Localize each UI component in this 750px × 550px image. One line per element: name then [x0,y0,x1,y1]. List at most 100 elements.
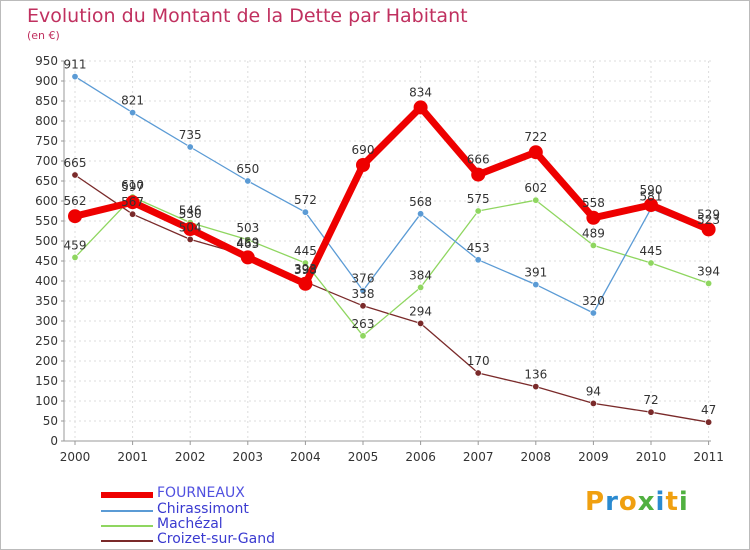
data-label: 391 [524,266,547,280]
data-label: 581 [640,190,663,204]
data-label: 445 [640,244,663,258]
series-line-croizet-sur-gand [74,174,709,423]
data-point [244,177,252,185]
data-point [647,408,655,416]
data-label: 568 [409,195,432,209]
y-tick-label: 750 [35,134,58,148]
data-label: 398 [294,263,317,277]
data-point [701,222,716,237]
data-label: 562 [64,194,87,208]
legend-swatch [101,525,153,527]
logo-letter: P [585,487,606,517]
y-tick-label: 450 [35,254,58,268]
data-label: 529 [697,207,720,221]
logo-letter: r [605,487,619,517]
plot-area [64,61,711,441]
data-label: 572 [294,193,317,207]
x-tick-label: 2000 [60,450,91,464]
data-point [71,171,79,179]
data-label: 722 [524,130,547,144]
data-label: 735 [179,128,202,142]
data-point [301,208,309,216]
logo-letter: i [655,487,666,517]
data-point [705,279,713,287]
data-point [298,276,313,291]
data-label: 376 [352,272,375,286]
data-point [71,73,79,81]
data-label: 320 [582,294,605,308]
series-lines [68,73,716,426]
x-tick-label: 2011 [693,450,724,464]
data-label: 666 [467,153,490,167]
data-point [589,399,597,407]
data-label: 170 [467,354,490,368]
data-point [471,167,486,182]
legend-label: Croizet-sur-Gand [157,531,275,547]
data-point [586,210,601,225]
logo-letter: o [618,487,638,517]
y-tick-label: 300 [35,314,58,328]
data-label: 459 [64,238,87,252]
data-label: 575 [467,192,490,206]
data-point [301,259,309,267]
data-point [532,196,540,204]
y-tick-label: 650 [35,174,58,188]
data-point [186,143,194,151]
data-label: 650 [236,162,259,176]
y-tick-label: 250 [35,334,58,348]
y-tick-label: 950 [35,54,58,68]
data-point [413,100,428,115]
data-label: 610 [121,178,144,192]
data-label: 665 [64,156,87,170]
data-label: 504 [179,220,202,234]
data-label: 821 [121,94,144,108]
y-tick-label: 50 [43,414,58,428]
data-point [532,281,540,289]
data-label: 567 [121,195,144,209]
y-tick-label: 600 [35,194,58,208]
data-label: 445 [294,244,317,258]
data-label: 136 [524,368,547,382]
data-labels: 6655675044633983382941701369472474596105… [64,58,721,418]
data-point [417,319,425,327]
data-label: 453 [467,241,490,255]
data-label: 294 [409,304,432,318]
x-tick-label: 2007 [463,450,494,464]
y-tick-label: 500 [35,234,58,248]
data-label: 503 [236,221,259,235]
data-label: 394 [697,264,720,278]
logo-letter: x [637,487,656,517]
chart-subtitle: (en €) [27,29,60,42]
data-point [417,210,425,218]
data-point [183,222,198,236]
legend-swatch [101,492,153,498]
x-tick-label: 2003 [233,450,264,464]
series-line-fourneaux [74,103,710,288]
data-label: 489 [582,226,605,240]
data-label: 558 [582,196,605,210]
data-point [359,332,367,340]
data-point [125,195,140,210]
y-tick-label: 350 [35,294,58,308]
data-point [589,309,597,317]
x-tick-label: 2009 [578,450,609,464]
y-tick-label: 800 [35,114,58,128]
data-label: 523 [697,213,720,227]
data-label: 530 [179,207,202,221]
legend-label: Machézal [157,516,223,532]
y-tick-label: 400 [35,274,58,288]
x-tick-label: 2006 [405,450,436,464]
logo-letter: i [678,487,689,517]
series-line-chirassimont [74,76,709,314]
x-tick-label: 2001 [117,450,148,464]
data-point [528,145,543,160]
data-point [71,253,79,261]
data-label: 338 [352,287,375,301]
data-point [644,198,658,212]
legend-label: FOURNEAUX [157,485,245,501]
data-point [68,209,82,224]
data-point [356,158,370,172]
x-tick-label: 2008 [521,450,552,464]
